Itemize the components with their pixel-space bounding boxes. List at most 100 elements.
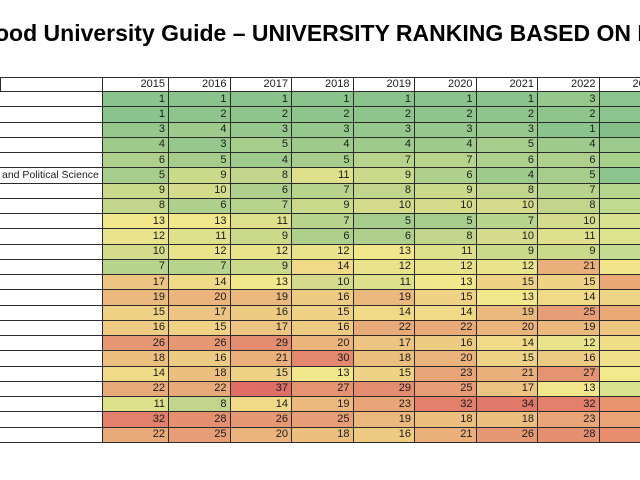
rank-cell: 19: [353, 290, 415, 305]
table-row: 11 8 14 19 23 32 34 32: [0, 397, 640, 413]
rank-cell-2023-clipped: [599, 198, 640, 213]
rank-cell: 26: [476, 427, 538, 442]
rank-cell: 5: [538, 168, 600, 183]
rank-cell: 9: [103, 183, 169, 198]
rank-cell: 12: [476, 259, 538, 274]
year-header-cell: 2018: [292, 78, 354, 91]
rank-cell: 9: [353, 168, 415, 183]
university-name-cell: [0, 366, 103, 381]
rank-cell: 18: [103, 351, 169, 366]
year-header-cell: 2017: [231, 78, 292, 91]
rank-cell: 1: [169, 92, 231, 107]
rank-cell: 2: [353, 107, 415, 122]
rank-cell-2023-clipped: [599, 381, 640, 396]
table-row: 19 20 19 16 19 15 13 14: [0, 290, 640, 306]
rank-cell: 10: [476, 198, 538, 213]
rank-cell: 4: [415, 137, 477, 152]
rank-cell: 1: [476, 92, 538, 107]
rank-cell: 1: [292, 92, 354, 107]
rank-cell: 7: [415, 153, 477, 168]
rank-cell: 12: [353, 259, 415, 274]
rank-cell: 1: [103, 107, 169, 122]
rank-cell: 8: [353, 183, 415, 198]
rank-cell-2023-clipped: [599, 336, 640, 351]
rank-cell: 13: [415, 275, 477, 290]
table-row: 18 16 21 30 18 20 15 16: [0, 351, 640, 367]
rank-cell-2023-clipped: [599, 137, 640, 152]
university-name-cell: [0, 183, 103, 198]
rank-cell: 1: [103, 92, 169, 107]
rank-cell: 11: [538, 229, 600, 244]
rank-cell: 17: [103, 275, 169, 290]
university-name-cell: [0, 122, 103, 137]
rank-cell: 1: [538, 122, 600, 137]
rank-cell: 5: [292, 153, 354, 168]
rank-cell: 19: [476, 305, 538, 320]
university-name-cell: [0, 397, 103, 412]
rank-cell: 15: [415, 290, 477, 305]
rank-cell: 37: [230, 381, 292, 396]
rank-cell-2023-clipped: [599, 244, 640, 259]
rank-cell: 8: [169, 397, 231, 412]
rank-cell: 5: [169, 153, 231, 168]
rank-cell: 15: [230, 366, 292, 381]
rank-cell: 4: [169, 122, 231, 137]
rank-cell: 10: [476, 229, 538, 244]
rank-cell: 13: [476, 290, 538, 305]
rank-cell: 18: [292, 427, 354, 442]
rank-cell: 4: [353, 137, 415, 152]
rank-cell: 12: [292, 244, 354, 259]
university-name-cell: [0, 275, 103, 290]
rank-cell: 22: [103, 381, 169, 396]
table-header-row: 201520162017201820192020202120222023: [0, 77, 640, 92]
rank-cell: 6: [292, 229, 354, 244]
rank-cell: 12: [169, 244, 231, 259]
rank-cell: 15: [292, 305, 354, 320]
rank-cell-2023-clipped: [599, 92, 640, 107]
rank-cell: 14: [292, 259, 354, 274]
table-row: 9 10 6 7 8 9 8 7: [0, 183, 640, 199]
rank-cell: 6: [169, 198, 231, 213]
rank-cell: 16: [415, 336, 477, 351]
university-name-cell: [0, 427, 103, 442]
rank-cell-2023-clipped: [599, 397, 640, 412]
rank-cell: 25: [415, 381, 477, 396]
rank-cell: 3: [230, 122, 292, 137]
rank-cell: 18: [415, 412, 477, 427]
rank-cell: 10: [538, 214, 600, 229]
rank-cell: 13: [230, 275, 292, 290]
university-name-cell: [0, 305, 103, 320]
rank-cell: 20: [476, 320, 538, 335]
rank-cell: 14: [230, 397, 292, 412]
rank-cell: 15: [169, 320, 231, 335]
year-header-cell: 2022: [538, 78, 600, 91]
rank-cell: 14: [169, 275, 231, 290]
rank-cell: 19: [353, 412, 415, 427]
rank-cell: 14: [476, 336, 538, 351]
rank-cell: 19: [103, 290, 169, 305]
rank-cell-2023-clipped: [599, 366, 640, 381]
rank-cell: 7: [169, 259, 231, 274]
rank-cell: 25: [169, 427, 231, 442]
rank-cell: 7: [292, 214, 354, 229]
rank-cell: 29: [353, 381, 415, 396]
year-header-cell: 2021: [477, 78, 538, 91]
rank-cell: 4: [103, 137, 169, 152]
rank-cell-2023-clipped: [599, 229, 640, 244]
rank-cell: 17: [230, 320, 292, 335]
rank-cell: 8: [415, 229, 477, 244]
rank-cell: 3: [476, 122, 538, 137]
table-row: and Political Science 5 9 8 11 9 6 4 5: [0, 168, 640, 184]
rank-cell: 7: [476, 214, 538, 229]
rank-cell: 5: [230, 137, 292, 152]
rank-cell: 2: [292, 107, 354, 122]
rank-cell: 8: [103, 198, 169, 213]
rank-cell: 9: [415, 183, 477, 198]
rank-cell: 27: [538, 366, 600, 381]
table-row: 7 7 9 14 12 12 12 21: [0, 259, 640, 275]
rank-cell: 11: [103, 397, 169, 412]
rank-cell: 23: [415, 366, 477, 381]
rank-cell: 3: [415, 122, 477, 137]
rank-cell: 8: [476, 183, 538, 198]
